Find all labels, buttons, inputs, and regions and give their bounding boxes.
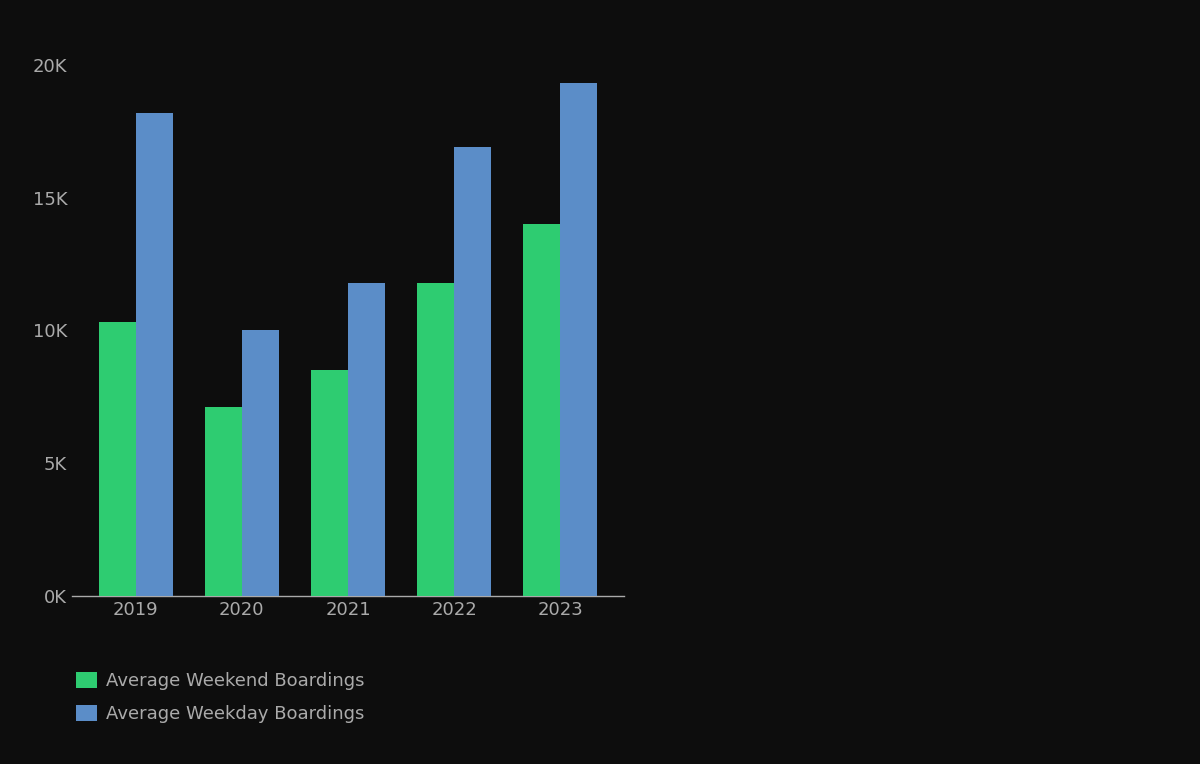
Bar <box>418 283 454 596</box>
Bar <box>242 330 278 596</box>
Bar <box>560 83 598 596</box>
Bar <box>98 322 136 596</box>
Bar <box>205 407 242 596</box>
Legend: Average Weekend Boardings, Average Weekday Boardings: Average Weekend Boardings, Average Weekd… <box>76 672 365 723</box>
Bar <box>348 283 385 596</box>
Bar <box>136 112 173 596</box>
Bar <box>454 147 491 596</box>
Bar <box>311 371 348 596</box>
Bar <box>523 224 560 596</box>
